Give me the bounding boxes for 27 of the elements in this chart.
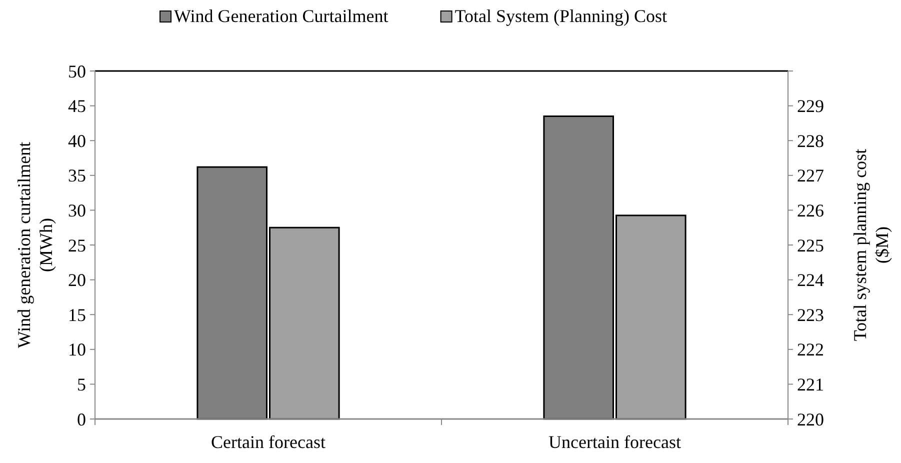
y2-tick-label: 222 xyxy=(797,340,824,360)
y2-tick-label: 221 xyxy=(797,374,824,394)
y-tick-label: 40 xyxy=(68,130,86,151)
x-tick-label: Certain forecast xyxy=(211,432,326,452)
y-axis-title: Wind generation curtailment (MWh) xyxy=(14,142,56,348)
y2-tick-label: 228 xyxy=(797,130,824,151)
y-tick-label: 50 xyxy=(68,61,86,82)
y-tick-label: 10 xyxy=(68,340,86,360)
y-tick-label: 25 xyxy=(68,235,86,256)
y-tick-label: 20 xyxy=(68,270,86,290)
legend-label: Total System (Planning) Cost xyxy=(454,6,668,26)
y2-tick-label: 225 xyxy=(797,235,824,256)
legend-label: Wind Generation Curtailment xyxy=(174,6,388,26)
y2-axis-title: Total system planning cost ($M) xyxy=(850,148,892,342)
y2-tick-label: 224 xyxy=(797,270,824,290)
y2-tick-label: 223 xyxy=(797,304,824,325)
y2-tick-label: 220 xyxy=(797,409,824,430)
y2-tick-label: 229 xyxy=(797,96,824,116)
x-tick-label: Uncertain forecast xyxy=(548,432,681,452)
y-tick-label: 30 xyxy=(68,200,86,220)
y-tick-label: 45 xyxy=(68,96,86,116)
y-tick-label: 5 xyxy=(77,374,86,394)
y-tick-label: 0 xyxy=(77,409,86,430)
y2-tick-label: 227 xyxy=(797,166,824,186)
y-tick-label: 15 xyxy=(68,304,86,325)
y-tick-label: 35 xyxy=(68,166,86,186)
y2-tick-label: 226 xyxy=(797,200,824,220)
